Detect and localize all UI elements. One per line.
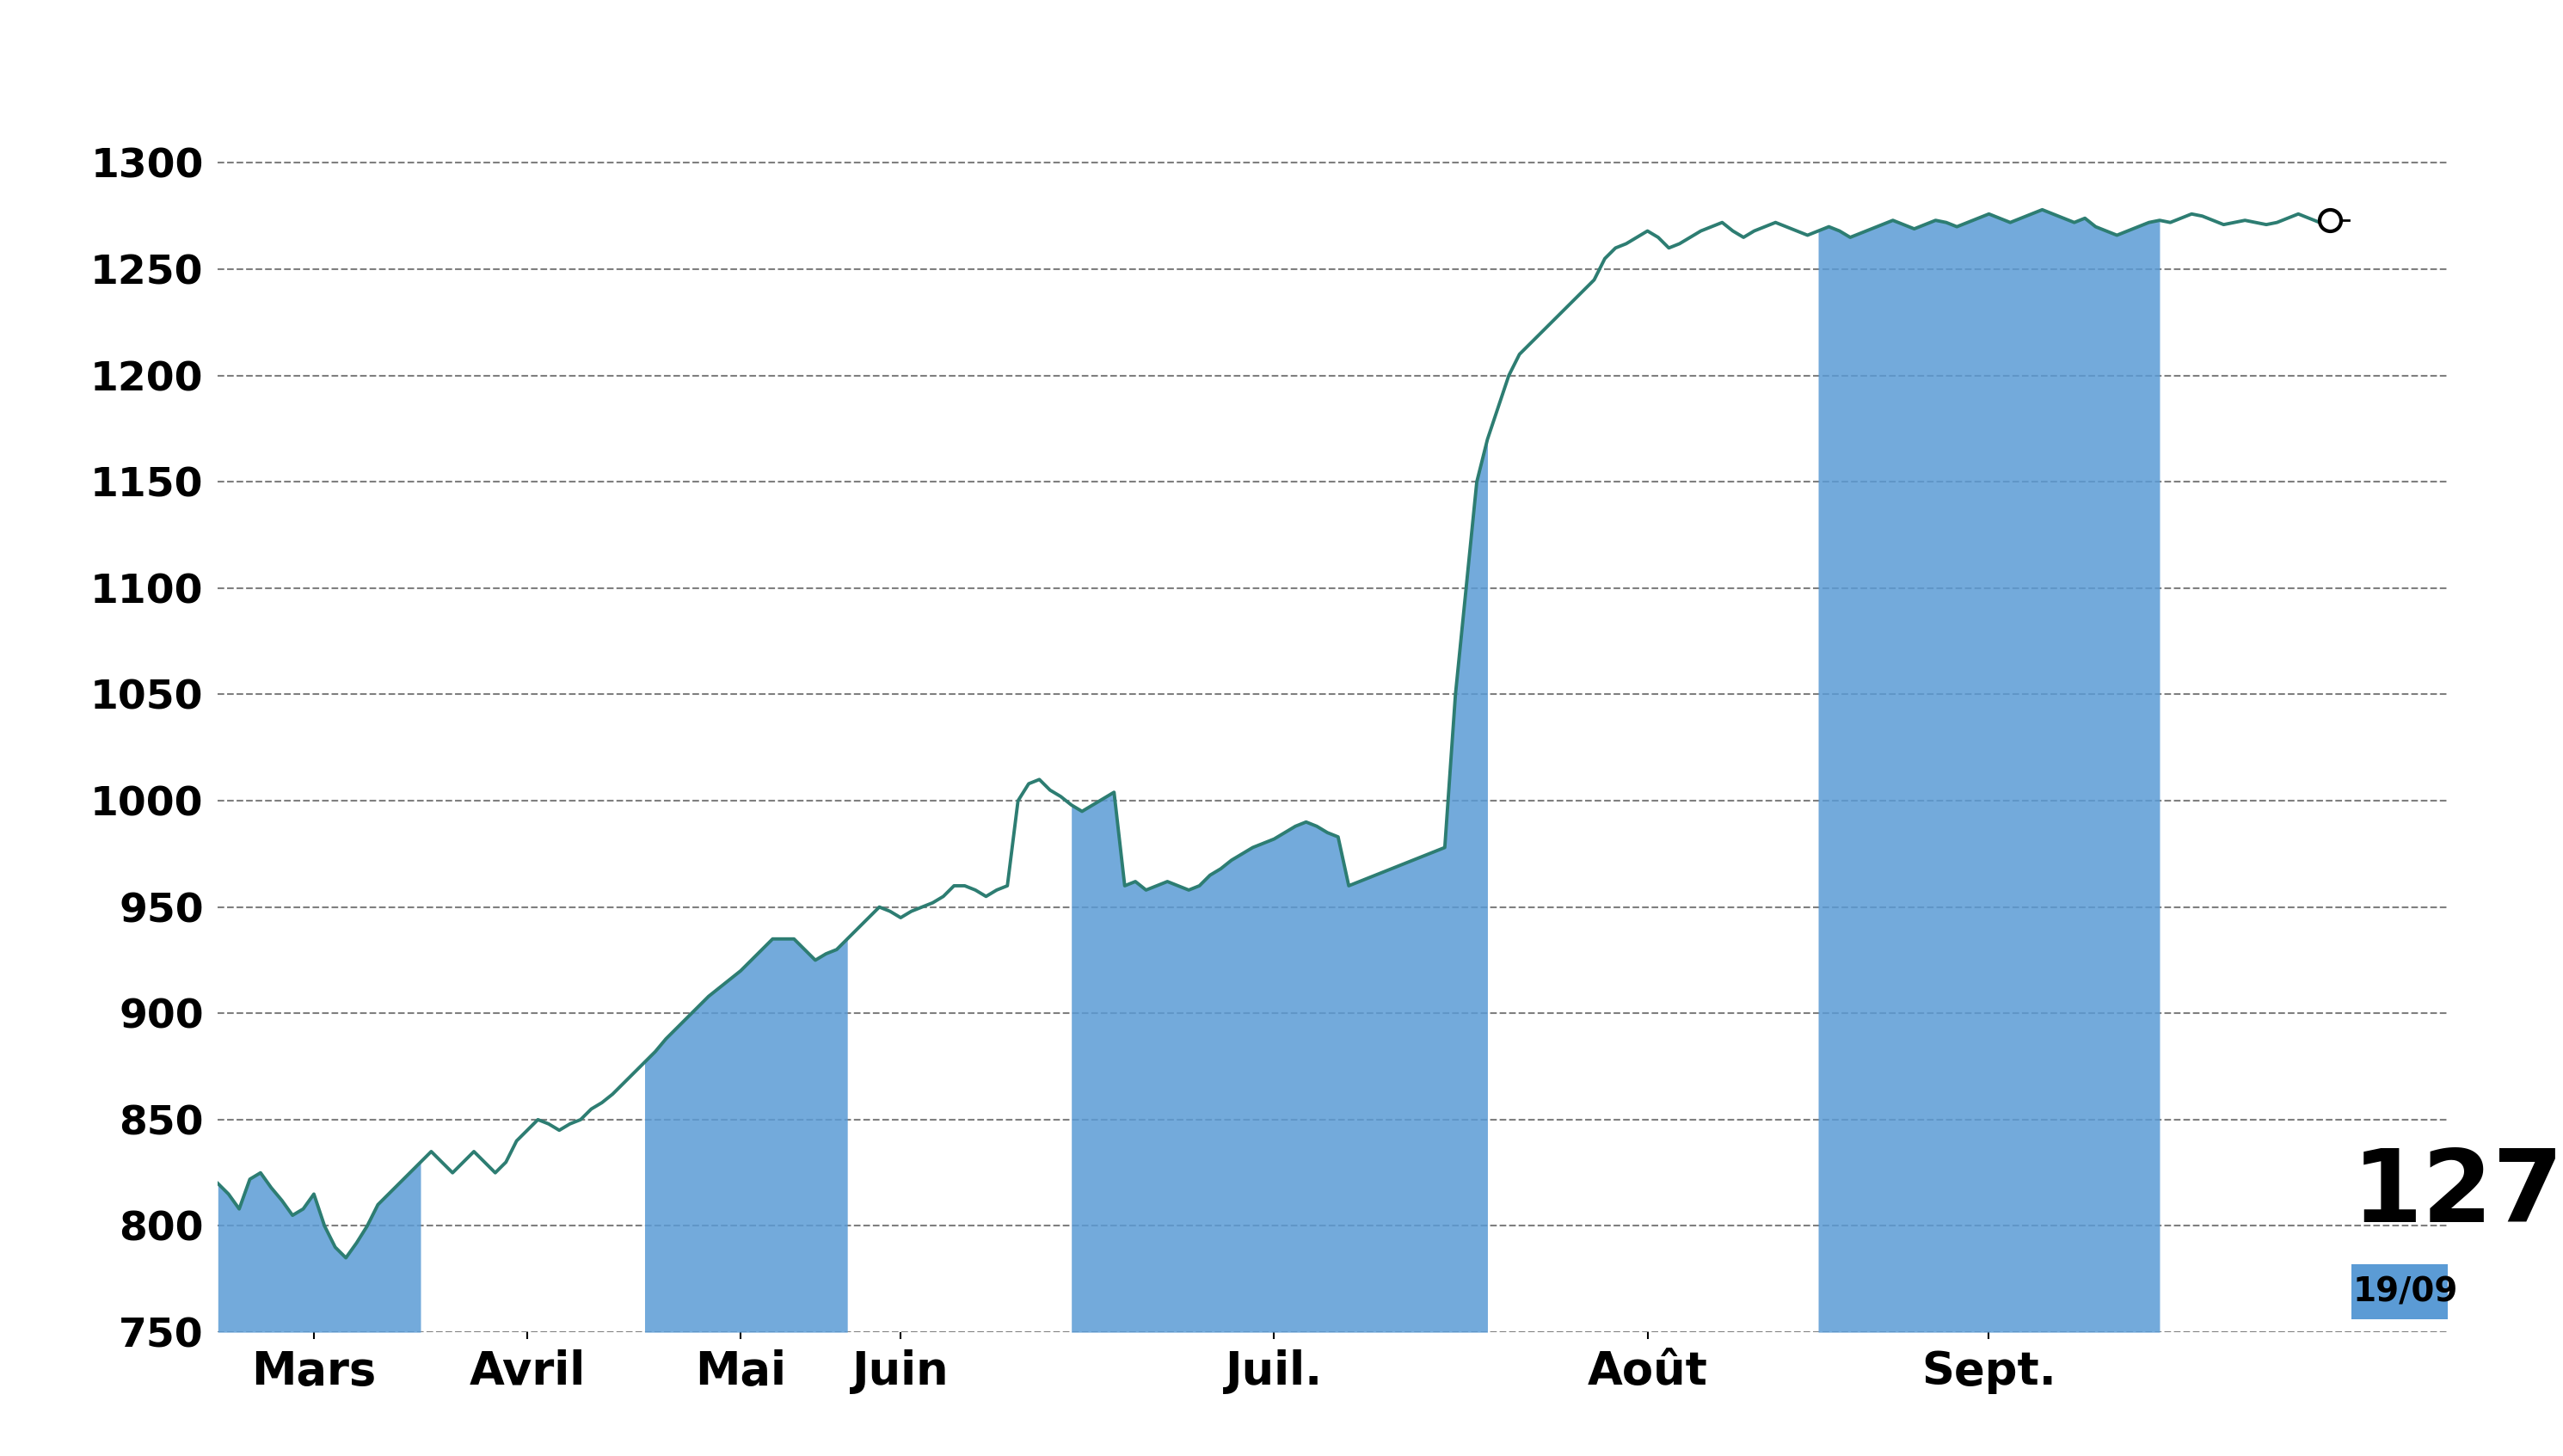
FancyBboxPatch shape — [2353, 1264, 2458, 1319]
Text: 19/09: 19/09 — [2353, 1275, 2458, 1307]
Text: Britvic PLC: Britvic PLC — [971, 6, 1592, 103]
Text: 1273: 1273 — [2353, 1144, 2563, 1243]
